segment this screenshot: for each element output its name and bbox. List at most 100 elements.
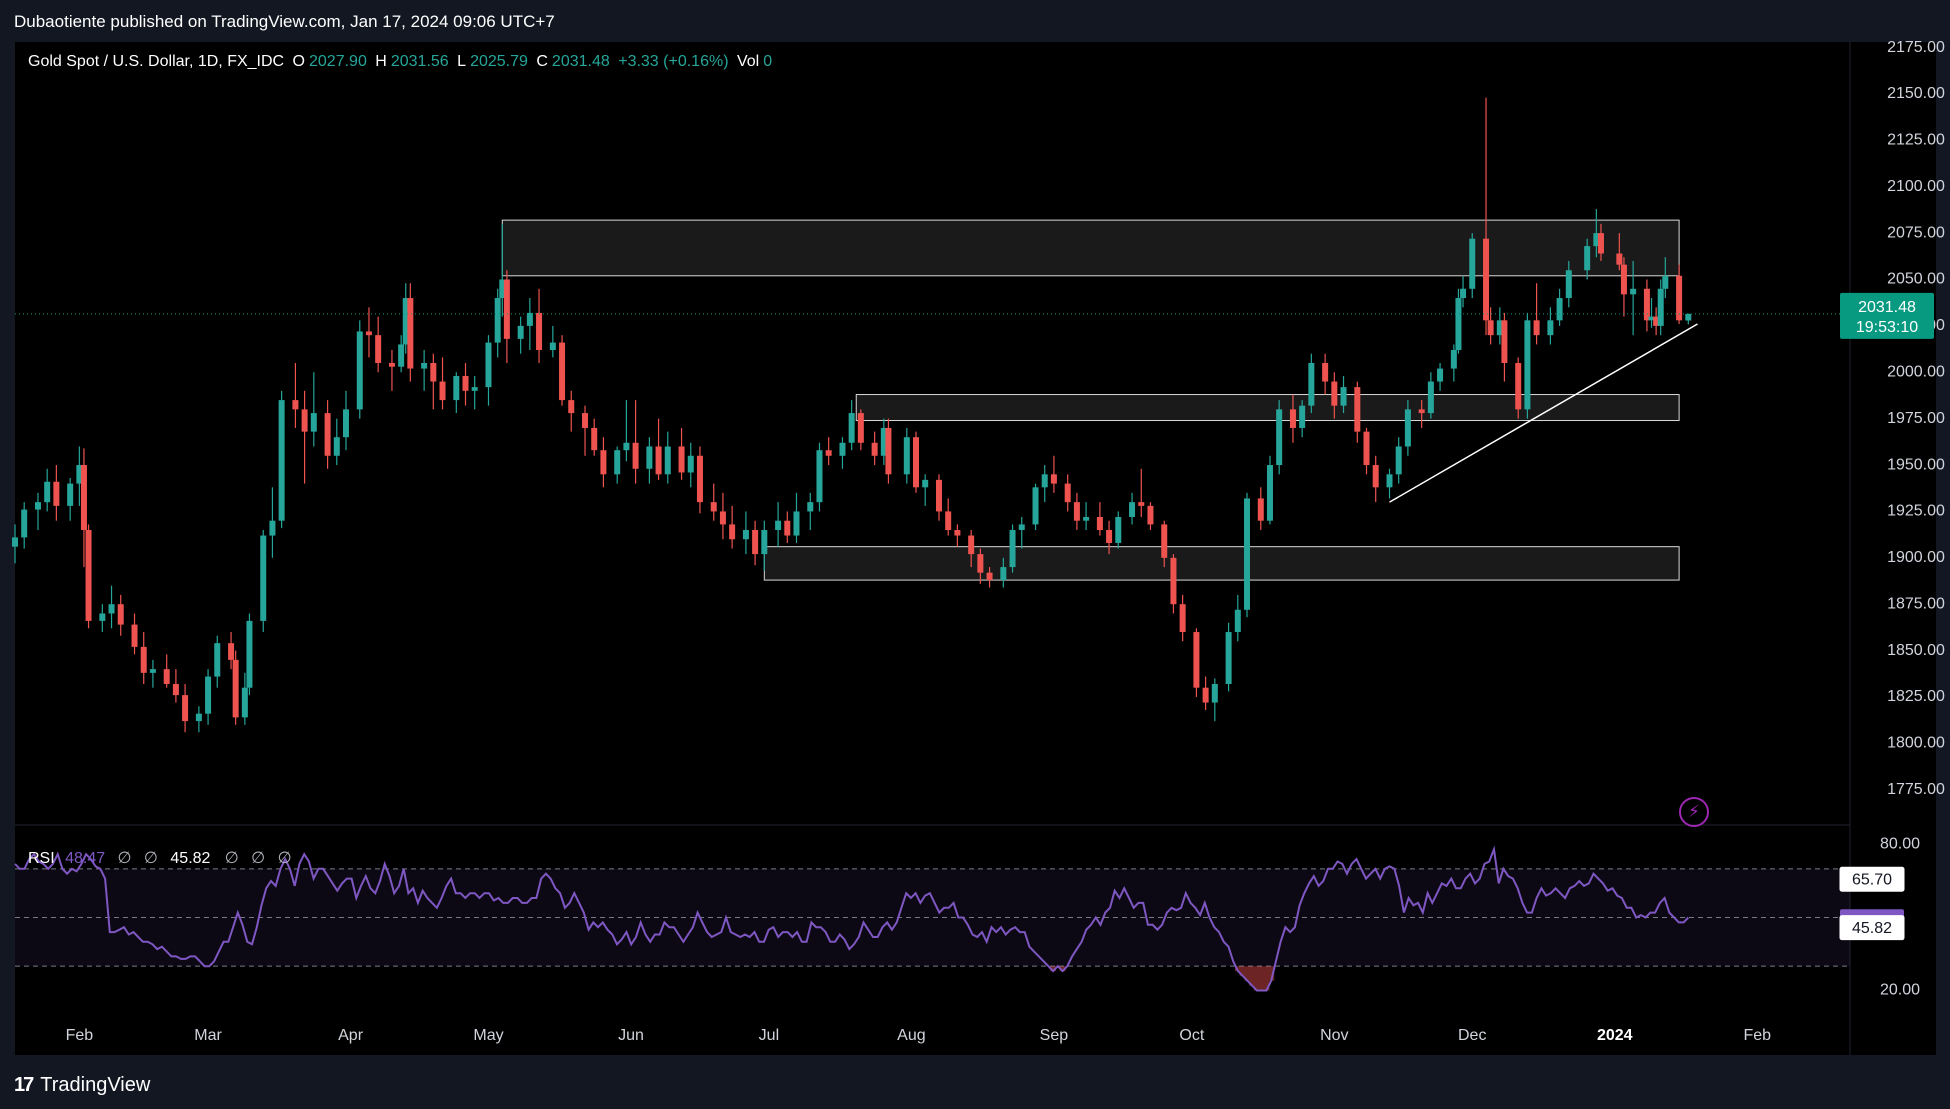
candle-body [34,502,41,510]
vol-value: 0 [763,53,773,70]
candle-body [1450,350,1457,369]
close-value: 2031.48 [551,53,610,70]
candle-body [324,413,331,456]
candle-body [108,604,115,614]
candle-body [646,446,653,469]
lightning-bolt-icon[interactable]: ⚡ [1679,797,1709,827]
candle-body [857,413,864,443]
date-tick-label: May [473,1027,503,1044]
candle-body [195,713,202,722]
zone-rect-2[interactable] [855,394,1680,422]
date-tick-label: Jun [618,1027,644,1044]
candle-body [591,427,598,451]
candle-body [1515,362,1522,410]
candle-body [1487,320,1494,336]
rsi-line[interactable] [14,845,1690,992]
date-tick-label: 2024 [1597,1027,1633,1044]
candle-body [1225,632,1232,684]
candle-body [935,479,942,512]
low-label: L [457,53,467,70]
price-tick-label: 2125.00 [1887,132,1945,149]
candle-body [499,279,506,299]
candle-body [1064,483,1071,503]
candle-body [1648,316,1655,321]
candle-body [1161,524,1168,558]
candle-body [1460,288,1467,299]
candle-body [1138,502,1145,506]
candle-body [76,465,83,484]
candle-body [292,400,299,410]
candle-body [485,342,492,388]
candle-body [471,387,478,391]
candle-body [494,298,501,343]
candle-body [1395,446,1402,475]
vol-label: Vol [736,53,760,70]
candle-body [664,446,671,475]
candle-body [269,520,276,536]
candle-body [342,409,349,438]
candle-body [568,400,575,414]
candle-body [623,442,630,451]
trendline[interactable] [1389,323,1698,503]
price-tick-label: 1850.00 [1887,642,1945,659]
candle-body [1565,270,1572,299]
candle-body [816,450,823,503]
candle-body [1524,320,1531,410]
candle-body [1418,409,1425,414]
candle-body [205,676,212,714]
candle-body [614,450,621,475]
candle-body [655,446,662,475]
tradingview-logo-icon: 17 [14,1073,34,1096]
candle-body [1096,516,1103,530]
rsi-value: 48.47 [65,850,106,867]
candle-body [1032,487,1039,525]
rsi-oversold-fill [1050,966,1275,991]
footer: 17 TradingView [14,1070,150,1100]
date-tick-label: Oct [1179,1027,1204,1044]
candle-body [945,511,952,530]
rsi-tick-label: 80.00 [1880,836,1920,853]
candle-body [1299,405,1306,428]
candle-body [333,437,340,456]
zone-rect-3[interactable] [763,546,1680,581]
symbol-legend: Gold Spot / U.S. Dollar, 1D, FX_IDC O 202… [28,53,776,71]
candle-body [752,529,759,555]
candle-body [1643,288,1650,321]
candle-body [848,413,855,443]
symbol-name[interactable]: Gold Spot / U.S. Dollar, 1D, FX_IDC [28,53,285,70]
candle-body [131,624,138,647]
low-value: 2025.79 [470,53,528,70]
candle-body [1322,362,1329,382]
candle-body [388,362,395,367]
rsi-label[interactable]: RSI [28,850,55,867]
price-tick-label: 1925.00 [1887,503,1945,520]
candle-body [807,502,814,512]
candle-body [1386,474,1393,488]
rsi-tick-label: 20.00 [1880,982,1920,999]
candle-body [517,325,524,339]
candle-body [1340,387,1347,406]
date-tick-label: Sep [1040,1027,1069,1044]
price-tick-label: 1950.00 [1887,456,1945,473]
date-tick-label: Nov [1320,1027,1348,1044]
candle-body [719,511,726,525]
rsi-band-fill [15,868,1850,967]
change-value: +3.33 (+0.16%) [618,53,729,70]
candle-body [182,695,189,722]
date-tick-label: Mar [194,1027,222,1044]
close-label: C [536,53,548,70]
candle-body [278,400,285,521]
rsi-empty-1: ∅ [117,850,132,867]
date-tick-label: Feb [1743,1027,1771,1044]
candle-body [80,465,87,530]
candle-body [228,643,235,660]
candle-body [232,659,239,718]
candle-body [871,442,878,456]
price-tick-label: 1875.00 [1887,595,1945,612]
candle-body [1000,567,1007,581]
price-tick-label: 2150.00 [1887,85,1945,102]
zone-rect-1[interactable] [501,219,1680,277]
candle-body [1354,387,1361,432]
price-tick-label: 2175.00 [1887,39,1945,56]
